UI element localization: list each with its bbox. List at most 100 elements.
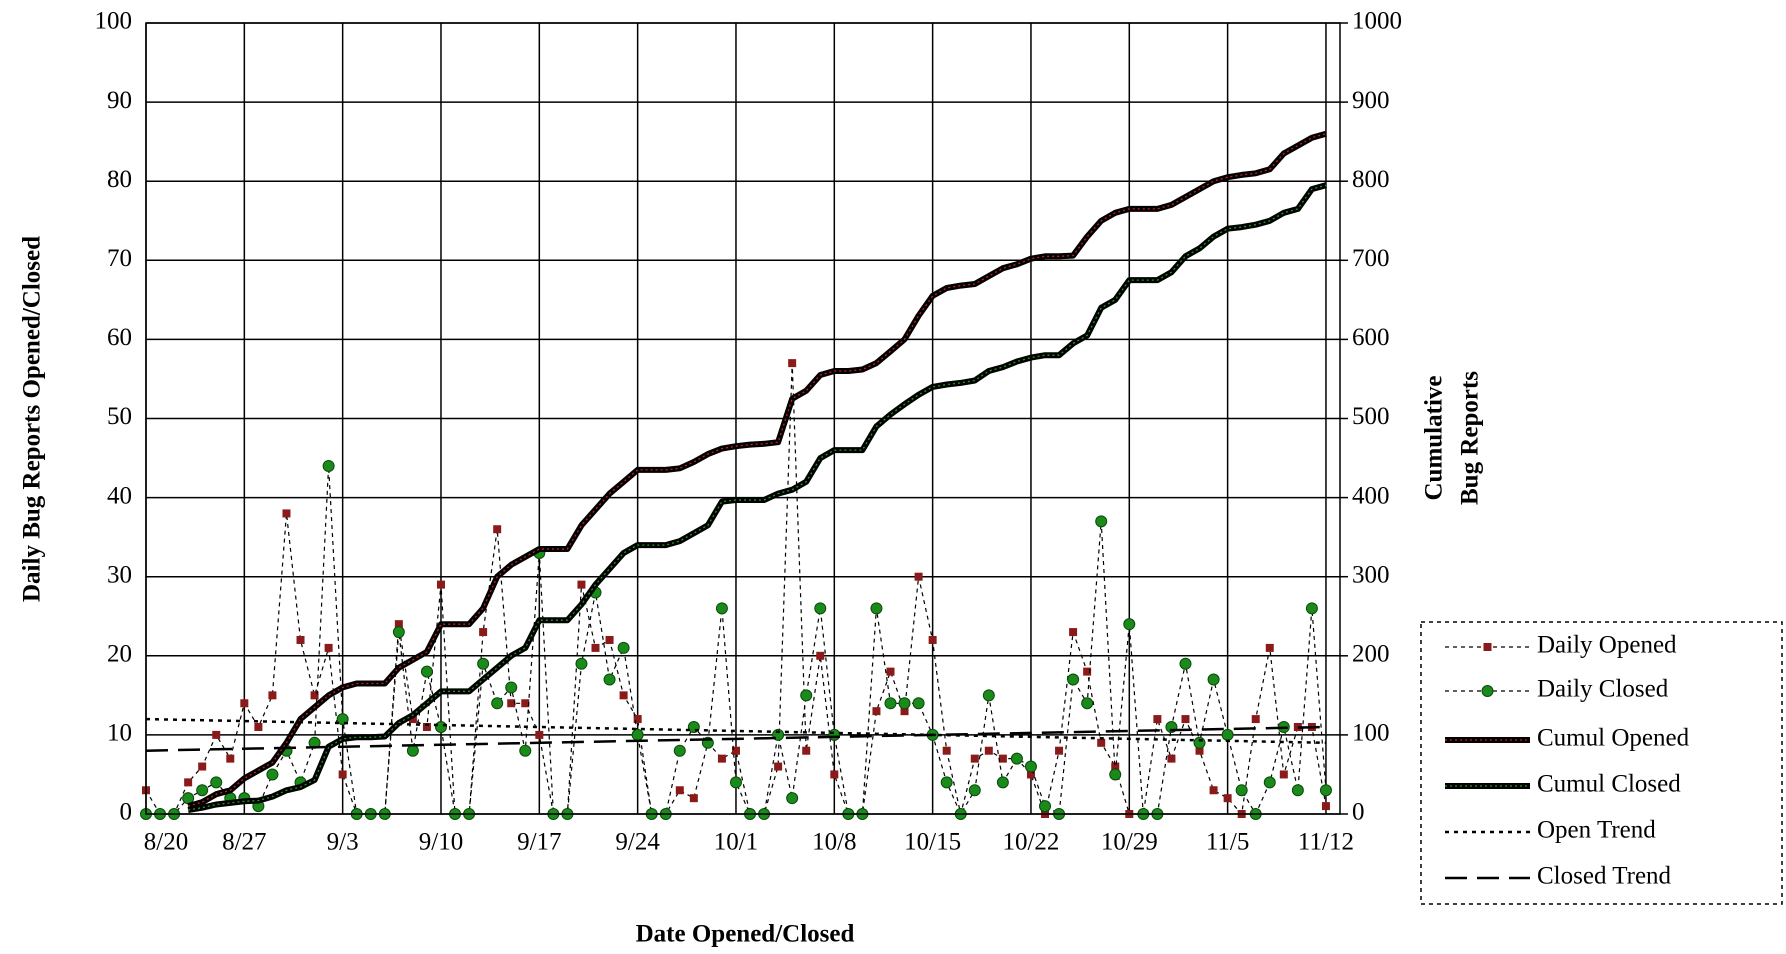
- marker: [1265, 643, 1274, 652]
- marker: [266, 768, 279, 781]
- marker: [802, 746, 811, 755]
- marker: [254, 722, 263, 731]
- legend-label: Daily Closed: [1537, 676, 1669, 703]
- marker: [717, 754, 726, 763]
- y2-tick-label: 300: [1352, 561, 1390, 588]
- marker: [814, 602, 827, 615]
- marker: [942, 746, 951, 755]
- marker: [535, 730, 544, 739]
- y-tick-label: 30: [107, 561, 132, 588]
- marker: [268, 691, 277, 700]
- x-tick-label: 10/22: [1002, 829, 1059, 856]
- x-tick-label: 11/12: [1298, 829, 1354, 856]
- marker: [1069, 628, 1078, 637]
- series-line: [187, 130, 1327, 809]
- marker: [886, 667, 895, 676]
- marker: [1251, 715, 1260, 724]
- marker: [603, 673, 616, 686]
- marker: [1279, 770, 1288, 779]
- marker: [1209, 786, 1218, 795]
- marker: [940, 776, 953, 789]
- marker: [1483, 643, 1492, 651]
- marker: [1153, 715, 1162, 724]
- marker: [1319, 784, 1332, 797]
- marker: [1123, 618, 1136, 631]
- legend-label: Open Trend: [1537, 817, 1656, 844]
- marker: [870, 602, 883, 615]
- marker: [1167, 754, 1176, 763]
- marker: [1193, 736, 1206, 749]
- marker: [210, 776, 223, 789]
- marker: [282, 509, 291, 518]
- marker: [226, 754, 235, 763]
- y-tick-label: 40: [107, 482, 132, 509]
- marker: [729, 776, 742, 789]
- marker: [1083, 667, 1092, 676]
- marker: [591, 643, 600, 652]
- marker: [982, 689, 995, 702]
- marker: [1024, 760, 1037, 773]
- marker: [788, 359, 797, 368]
- marker: [1263, 776, 1276, 789]
- marker: [336, 713, 349, 726]
- y2-tick-label: 1000: [1352, 8, 1402, 35]
- y2-axis-label: Cumulative: [1421, 376, 1448, 501]
- marker: [1109, 768, 1122, 781]
- marker: [914, 572, 923, 581]
- marker: [731, 746, 740, 755]
- marker: [800, 689, 813, 702]
- marker: [240, 699, 249, 708]
- marker: [519, 744, 532, 757]
- marker: [1181, 715, 1190, 724]
- y-axis-label: Daily Bug Reports Opened/Closed: [19, 236, 46, 602]
- x-tick-label: 10/1: [714, 829, 758, 856]
- x-tick-label: 8/20: [144, 829, 188, 856]
- marker: [296, 635, 305, 644]
- marker: [715, 602, 728, 615]
- marker: [577, 580, 586, 589]
- marker: [998, 754, 1007, 763]
- y2-tick-label: 200: [1352, 641, 1390, 668]
- x-tick-label: 10/15: [904, 829, 961, 856]
- y-tick-label: 100: [95, 8, 133, 35]
- series-line: [145, 725, 1327, 752]
- marker: [322, 459, 335, 472]
- y-tick-label: 60: [107, 324, 132, 351]
- series-line: [187, 182, 1327, 813]
- marker: [434, 720, 447, 733]
- marker: [1010, 752, 1023, 765]
- y2-tick-label: 600: [1352, 324, 1390, 351]
- marker: [872, 707, 881, 716]
- marker: [310, 691, 319, 700]
- marker: [479, 628, 488, 637]
- marker: [631, 728, 644, 741]
- y2-tick-label: 500: [1352, 403, 1390, 430]
- marker: [1195, 746, 1204, 755]
- y2-tick-label: 100: [1352, 720, 1390, 747]
- marker: [1179, 657, 1192, 670]
- marker: [928, 635, 937, 644]
- legend-label: Cumul Opened: [1537, 725, 1690, 752]
- x-axis-label: Date Opened/Closed: [636, 921, 855, 948]
- legend-label: Closed Trend: [1537, 863, 1672, 890]
- marker: [633, 715, 642, 724]
- legend: Daily Opened Daily Closed Cumul Opened Cumu…: [1420, 621, 1783, 905]
- marker: [1095, 515, 1108, 528]
- marker: [196, 784, 209, 797]
- marker: [408, 715, 417, 724]
- marker: [212, 730, 221, 739]
- marker: [493, 525, 502, 534]
- marker: [830, 770, 839, 779]
- marker: [996, 776, 1009, 789]
- marker: [786, 792, 799, 805]
- marker: [338, 770, 347, 779]
- marker: [575, 657, 588, 670]
- marker: [392, 626, 405, 639]
- marker: [912, 697, 925, 710]
- y2-tick-label: 900: [1352, 87, 1390, 114]
- y2-tick-label: 800: [1352, 166, 1390, 193]
- marker: [1305, 602, 1318, 615]
- marker: [184, 778, 193, 787]
- marker: [898, 697, 911, 710]
